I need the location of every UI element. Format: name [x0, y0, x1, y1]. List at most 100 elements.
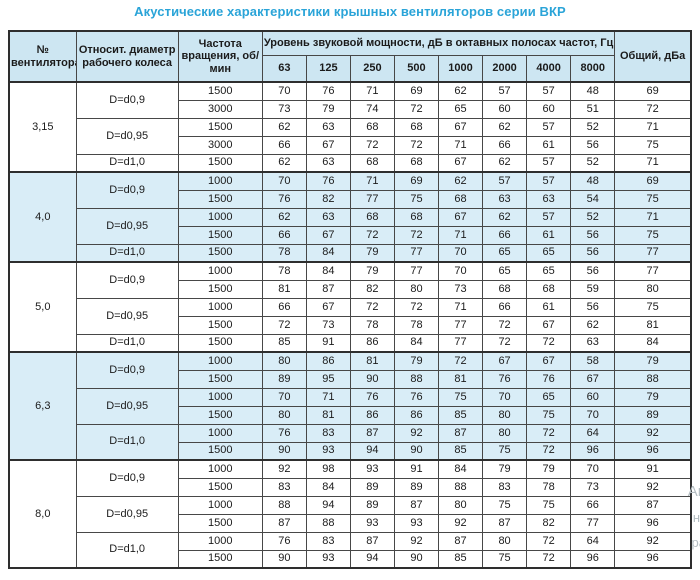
level-cell: 72 [482, 315, 528, 335]
diameter-cell: D=d0,95 [75, 117, 179, 155]
level-cell: 92 [261, 459, 307, 479]
header-band-125: 125 [305, 54, 351, 83]
table-row: D=d1,0 1000 76 83 87 92 87 80 72 64 92 [9, 423, 692, 461]
level-cell: 76 [261, 423, 307, 443]
rpm-cell: 1500 [177, 81, 263, 101]
level-cell: 57 [526, 207, 572, 227]
table-row: D=d0,95 1000 66 67 72 72 71 66 61 56 75 [9, 297, 692, 335]
table-row: 1500 89 95 90 88 81 76 76 67 88 [9, 369, 692, 389]
level-cell: 87 [349, 531, 395, 551]
rpm-cell: 1500 [177, 477, 263, 497]
level-cell: 77 [437, 333, 484, 353]
total-cell: 92 [614, 477, 692, 497]
level-cell: 79 [349, 243, 395, 263]
level-cell: 80 [482, 423, 528, 443]
level-cell: 85 [437, 441, 484, 461]
diameter-cell: D=d0,9 [75, 81, 179, 119]
level-cell: 73 [570, 477, 616, 497]
level-cell: 81 [349, 351, 395, 371]
level-cell: 62 [482, 153, 528, 173]
level-cell: 90 [261, 549, 307, 569]
table-row: D=d0,95 1000 62 63 68 68 67 62 57 52 71 [9, 207, 692, 245]
level-cell: 88 [437, 477, 484, 497]
level-cell: 63 [570, 333, 616, 353]
level-cell: 66 [261, 297, 307, 317]
watermark-fragment: ра [691, 535, 700, 550]
level-cell: 70 [437, 261, 484, 281]
level-cell: 63 [305, 117, 351, 137]
level-cell: 93 [393, 513, 440, 533]
header-band-63: 63 [261, 54, 307, 83]
diameter-cell: D=d0,9 [75, 351, 179, 389]
level-cell: 67 [437, 207, 484, 227]
level-cell: 75 [393, 189, 440, 209]
diameter-cell: D=d1,0 [75, 243, 179, 263]
level-cell: 94 [349, 441, 395, 461]
level-cell: 70 [261, 171, 307, 191]
level-cell: 98 [305, 459, 351, 479]
header-fan-no: № вентилятора [8, 30, 77, 83]
level-cell: 72 [482, 333, 528, 353]
level-cell: 57 [526, 117, 572, 137]
level-cell: 66 [261, 225, 307, 245]
level-cell: 71 [349, 171, 395, 191]
level-cell: 84 [305, 477, 351, 497]
table-row: D=d1,0 1500 78 84 79 77 70 65 65 56 77 [9, 243, 692, 263]
rpm-cell: 3000 [177, 135, 263, 155]
level-cell: 57 [482, 171, 528, 191]
level-cell: 83 [482, 477, 528, 497]
level-cell: 94 [305, 495, 351, 515]
level-cell: 64 [570, 423, 616, 443]
level-cell: 65 [437, 99, 484, 119]
level-cell: 85 [437, 549, 484, 569]
level-cell: 96 [570, 549, 616, 569]
level-cell: 79 [526, 459, 572, 479]
rpm-cell: 1500 [177, 153, 263, 173]
total-cell: 79 [614, 351, 692, 371]
rpm-cell: 1000 [177, 261, 263, 281]
rpm-cell: 1000 [177, 297, 263, 317]
level-cell: 78 [393, 315, 440, 335]
level-cell: 76 [305, 81, 351, 101]
level-cell: 79 [393, 351, 440, 371]
level-cell: 67 [526, 351, 572, 371]
level-cell: 94 [349, 549, 395, 569]
level-cell: 88 [305, 513, 351, 533]
level-cell: 87 [482, 513, 528, 533]
level-cell: 72 [349, 297, 395, 317]
level-cell: 68 [482, 279, 528, 299]
level-cell: 89 [349, 495, 395, 515]
level-cell: 62 [482, 207, 528, 227]
table-row: 1500 90 93 94 90 85 75 72 96 96 [9, 549, 692, 569]
level-cell: 66 [482, 135, 528, 155]
level-cell: 86 [393, 405, 440, 425]
level-cell: 84 [393, 333, 440, 353]
level-cell: 80 [482, 531, 528, 551]
level-cell: 80 [261, 351, 307, 371]
level-cell: 81 [305, 405, 351, 425]
level-cell: 77 [393, 243, 440, 263]
level-cell: 56 [570, 261, 616, 281]
level-cell: 68 [349, 153, 395, 173]
level-cell: 77 [393, 261, 440, 281]
level-cell: 79 [349, 261, 395, 281]
level-cell: 65 [526, 387, 572, 407]
level-cell: 72 [526, 333, 572, 353]
rpm-cell: 3000 [177, 99, 263, 119]
fan-number-cell: 4,0 [8, 171, 77, 263]
level-cell: 60 [526, 99, 572, 119]
level-cell: 66 [261, 135, 307, 155]
level-cell: 87 [261, 513, 307, 533]
level-cell: 63 [305, 153, 351, 173]
level-cell: 86 [349, 333, 395, 353]
level-cell: 93 [349, 513, 395, 533]
total-cell: 69 [614, 81, 692, 101]
level-cell: 76 [261, 531, 307, 551]
table-row: 1500 72 73 78 78 77 72 67 62 81 [9, 315, 692, 335]
level-cell: 73 [261, 99, 307, 119]
level-cell: 89 [261, 369, 307, 389]
total-cell: 72 [614, 99, 692, 119]
diameter-cell: D=d1,0 [75, 153, 179, 173]
level-cell: 63 [305, 207, 351, 227]
table-row: 5,0 D=d0,9 1000 78 84 79 77 70 65 65 56 77 [8, 261, 692, 353]
